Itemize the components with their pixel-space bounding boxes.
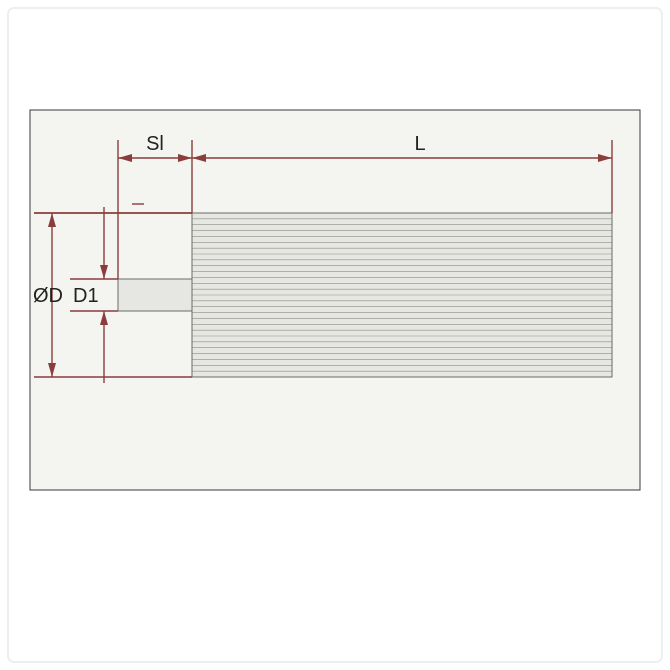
- label-l: L: [414, 133, 425, 155]
- technical-drawing: L Sl D1 ØD: [0, 0, 670, 670]
- label-d1: D1: [73, 285, 99, 307]
- label-d: ØD: [33, 285, 63, 307]
- part-shaft: [118, 279, 192, 311]
- label-sl: Sl: [146, 133, 164, 155]
